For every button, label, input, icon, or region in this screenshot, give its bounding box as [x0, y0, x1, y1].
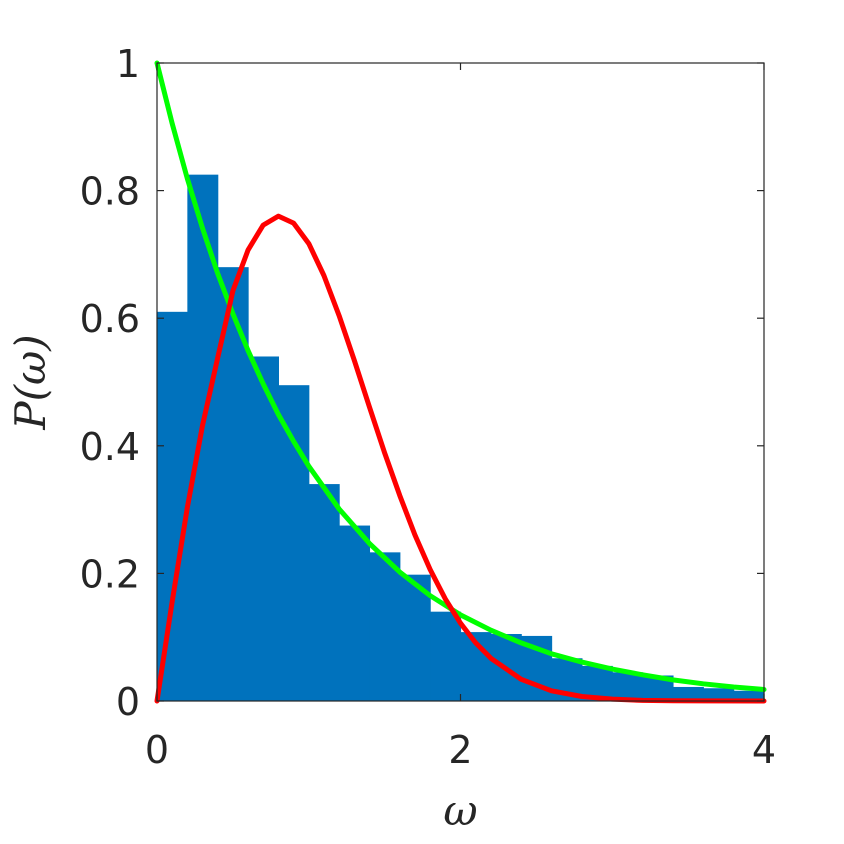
y-tick-label: 0 — [116, 680, 140, 724]
curve-0 — [154, 60, 767, 692]
histogram-bar-5 — [308, 484, 340, 701]
x-tick-label: 0 — [145, 728, 169, 772]
histogram-bar-4 — [278, 385, 310, 701]
y-tick-label: 1 — [116, 42, 140, 86]
y-tick-label: 0.2 — [80, 552, 140, 596]
histogram-bar-9 — [430, 611, 462, 701]
histogram-bar-8 — [399, 574, 431, 701]
histogram-bar-6 — [339, 525, 371, 701]
histogram-bar-0 — [157, 311, 188, 701]
curve-1 — [154, 213, 767, 704]
fit-curves — [154, 60, 767, 704]
histogram-bar-19 — [733, 690, 765, 701]
x-axis-label: ω — [443, 786, 477, 835]
histogram-bar-17 — [672, 686, 704, 701]
histogram-bar-7 — [369, 552, 401, 701]
x-tick-label: 4 — [752, 728, 776, 772]
y-tick-label: 0.6 — [80, 297, 140, 341]
y-tick-label: 0.4 — [80, 425, 140, 469]
y-tick-label: 0.8 — [80, 170, 140, 214]
histogram-bar-18 — [703, 688, 735, 701]
tick-labels: 0 2 4 0 0.2 0.4 0.6 0.8 1 — [80, 42, 777, 772]
histogram-bar-3 — [248, 356, 279, 701]
y-axis-label: P(ω) — [6, 334, 55, 430]
axis-ticks — [156, 62, 765, 702]
histogram-bar-15 — [612, 672, 644, 701]
x-tick-label: 2 — [448, 728, 472, 772]
